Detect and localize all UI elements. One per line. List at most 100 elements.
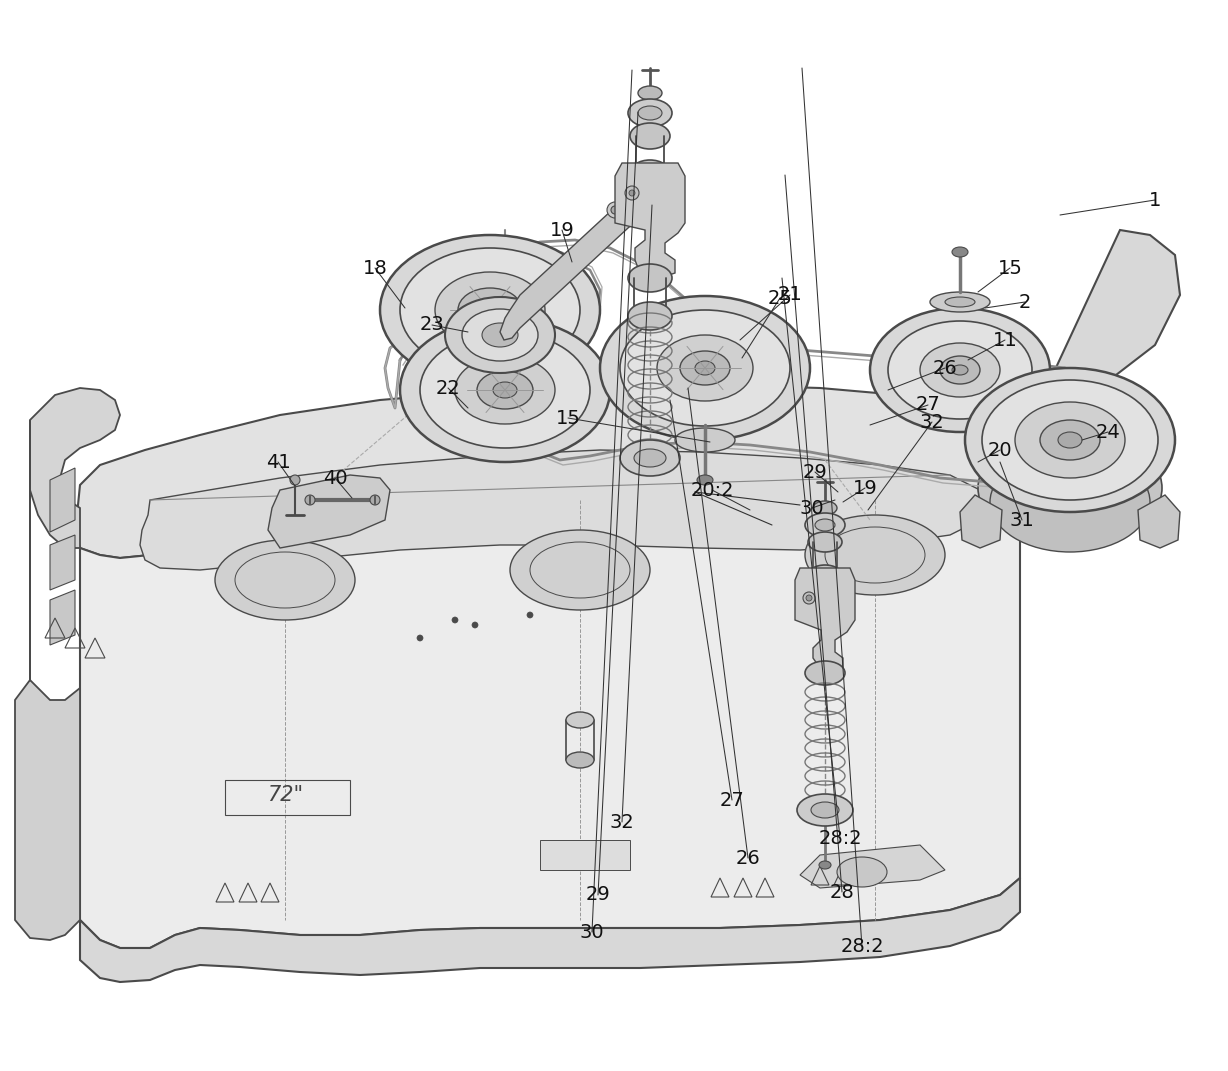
Ellipse shape <box>628 263 672 292</box>
Text: 27: 27 <box>720 790 744 810</box>
Circle shape <box>629 190 635 196</box>
Ellipse shape <box>630 160 670 186</box>
Ellipse shape <box>215 540 355 620</box>
Polygon shape <box>1138 495 1180 548</box>
Text: 29: 29 <box>586 886 610 905</box>
Text: 20:2: 20:2 <box>690 481 734 499</box>
Ellipse shape <box>806 513 845 537</box>
Text: 26: 26 <box>932 359 958 377</box>
Ellipse shape <box>698 476 713 485</box>
Polygon shape <box>50 536 75 590</box>
Ellipse shape <box>946 297 975 307</box>
Polygon shape <box>80 480 1020 948</box>
Ellipse shape <box>379 235 600 384</box>
Ellipse shape <box>420 332 589 448</box>
Text: 2: 2 <box>1019 292 1032 312</box>
Ellipse shape <box>458 288 522 332</box>
Ellipse shape <box>492 382 517 398</box>
Text: 25: 25 <box>768 288 792 307</box>
Ellipse shape <box>680 351 729 384</box>
Polygon shape <box>80 878 1020 982</box>
Text: 28:2: 28:2 <box>818 829 862 847</box>
Ellipse shape <box>675 428 736 452</box>
Ellipse shape <box>977 429 1162 546</box>
Circle shape <box>625 186 639 200</box>
Ellipse shape <box>456 356 555 424</box>
Text: 18: 18 <box>362 258 387 277</box>
Circle shape <box>370 495 379 506</box>
Circle shape <box>472 622 478 628</box>
Polygon shape <box>29 388 120 548</box>
Ellipse shape <box>639 106 662 120</box>
Ellipse shape <box>462 310 538 361</box>
Ellipse shape <box>813 501 837 515</box>
Ellipse shape <box>695 361 715 375</box>
Circle shape <box>452 617 458 623</box>
Circle shape <box>305 495 316 506</box>
Text: 11: 11 <box>992 331 1017 349</box>
Ellipse shape <box>806 515 946 595</box>
Ellipse shape <box>808 565 842 585</box>
Polygon shape <box>795 568 855 673</box>
Ellipse shape <box>510 530 650 610</box>
Polygon shape <box>500 198 640 340</box>
Ellipse shape <box>476 371 533 409</box>
Ellipse shape <box>628 302 672 330</box>
Polygon shape <box>960 495 1002 548</box>
Ellipse shape <box>657 335 753 401</box>
Text: 21: 21 <box>777 286 802 304</box>
Polygon shape <box>540 840 630 870</box>
Text: 23: 23 <box>420 316 445 334</box>
Ellipse shape <box>920 343 1000 397</box>
Text: 72": 72" <box>266 785 303 805</box>
Polygon shape <box>140 450 980 570</box>
Polygon shape <box>268 476 391 548</box>
Text: 20: 20 <box>987 440 1012 459</box>
Ellipse shape <box>1040 420 1100 461</box>
Ellipse shape <box>600 296 810 440</box>
Ellipse shape <box>445 297 555 373</box>
Polygon shape <box>50 590 75 645</box>
Text: 31: 31 <box>1009 511 1034 529</box>
Circle shape <box>607 202 623 218</box>
Circle shape <box>527 612 533 618</box>
Ellipse shape <box>888 321 1032 419</box>
Ellipse shape <box>808 532 842 552</box>
Text: 32: 32 <box>920 412 944 432</box>
Ellipse shape <box>1059 432 1082 448</box>
Text: 15: 15 <box>555 408 581 427</box>
Ellipse shape <box>797 794 853 826</box>
Ellipse shape <box>990 452 1149 552</box>
Ellipse shape <box>806 661 845 685</box>
Ellipse shape <box>400 248 580 372</box>
Polygon shape <box>615 163 685 278</box>
Polygon shape <box>50 468 75 532</box>
Ellipse shape <box>930 292 990 312</box>
Text: 22: 22 <box>436 378 460 397</box>
Ellipse shape <box>939 356 980 384</box>
Ellipse shape <box>628 99 672 127</box>
Circle shape <box>290 476 300 485</box>
Text: 26: 26 <box>736 848 760 868</box>
Ellipse shape <box>815 519 835 531</box>
Text: 19: 19 <box>550 221 575 240</box>
Ellipse shape <box>869 308 1050 432</box>
Circle shape <box>418 635 422 642</box>
Text: 29: 29 <box>803 463 828 482</box>
Text: 15: 15 <box>997 258 1023 277</box>
Text: 41: 41 <box>265 453 290 471</box>
Ellipse shape <box>620 440 680 476</box>
Circle shape <box>803 592 815 604</box>
Text: 27: 27 <box>916 395 941 414</box>
Ellipse shape <box>435 272 545 348</box>
Ellipse shape <box>982 380 1158 500</box>
Text: 30: 30 <box>580 922 604 941</box>
Ellipse shape <box>475 300 505 320</box>
Text: 28: 28 <box>830 883 855 902</box>
Ellipse shape <box>566 712 594 728</box>
Ellipse shape <box>819 861 831 869</box>
Text: 19: 19 <box>852 479 877 498</box>
Text: 1: 1 <box>1149 191 1162 210</box>
Polygon shape <box>799 845 946 888</box>
Polygon shape <box>75 384 1020 558</box>
